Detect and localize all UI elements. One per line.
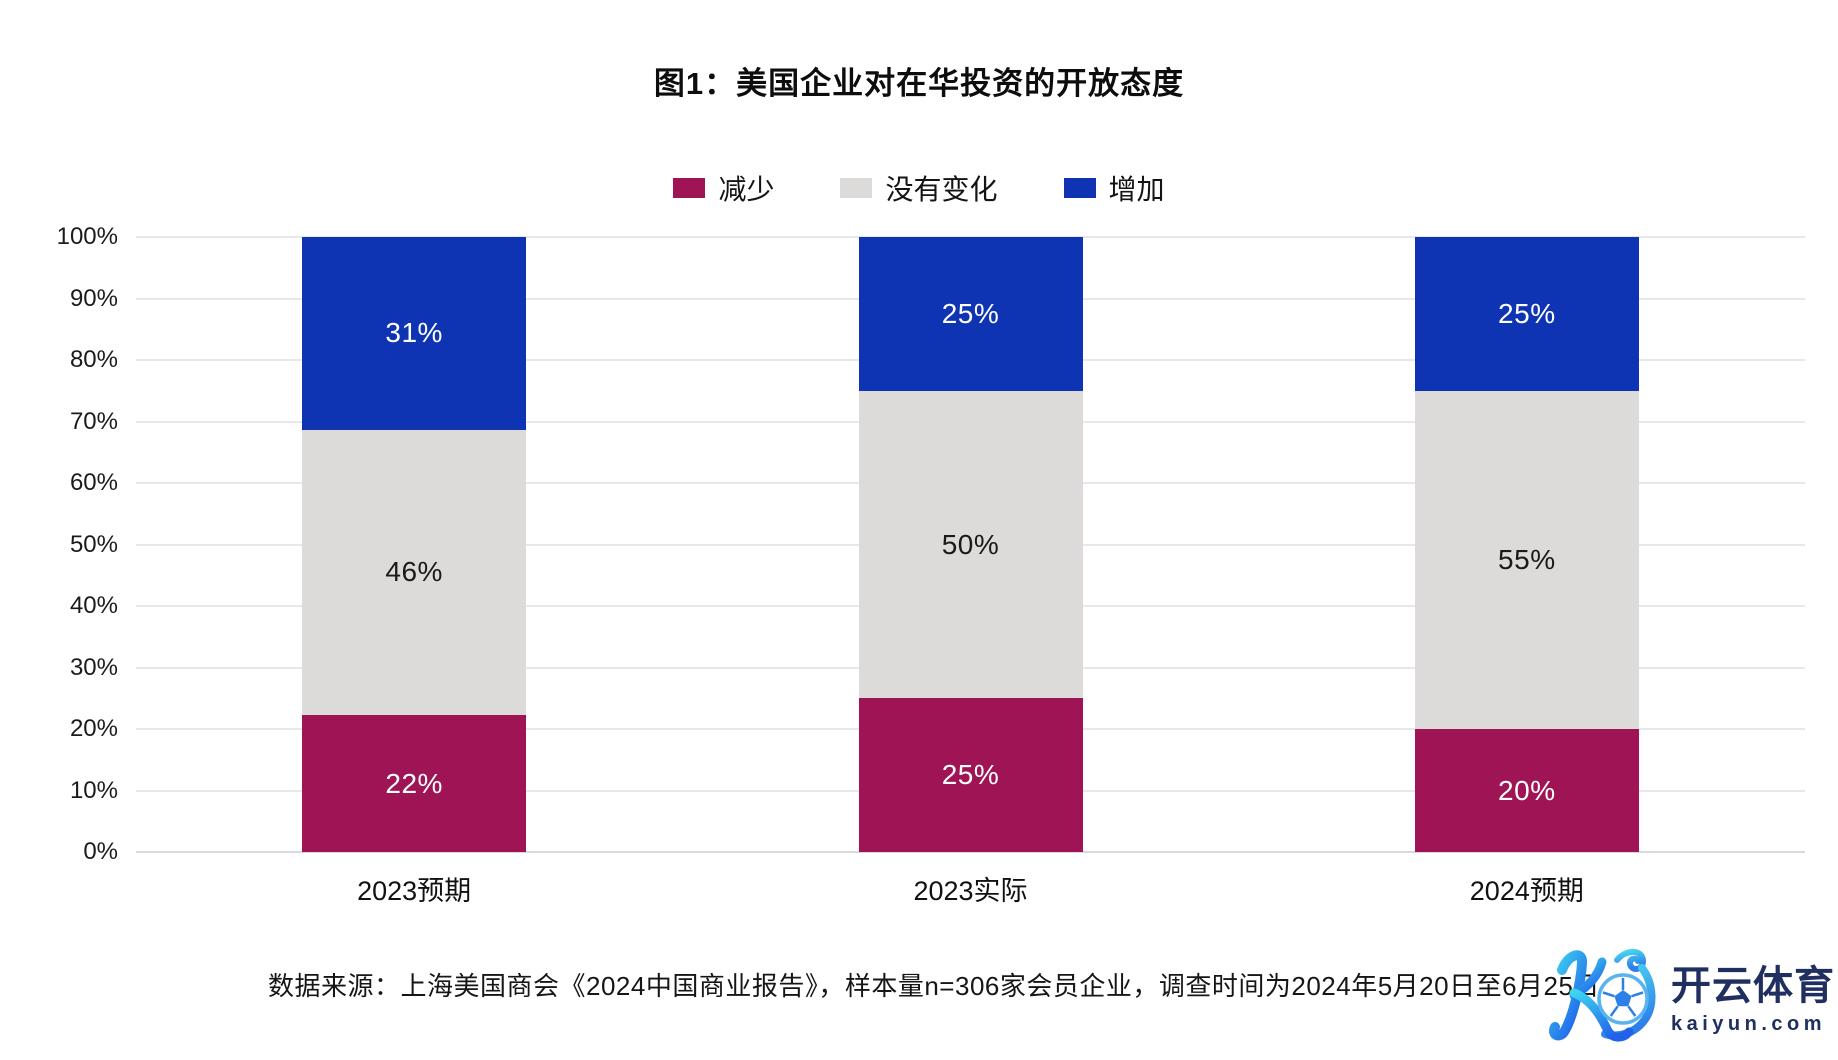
bar-0-segment-0: 22%: [302, 715, 527, 852]
y-tick-label: 70%: [69, 407, 118, 435]
legend-item-0: 减少: [673, 168, 774, 208]
legend-swatch: [1063, 178, 1096, 198]
category-label-1: 2023实际: [913, 876, 1028, 906]
gridline-0%: [136, 851, 1805, 853]
legend-item-label: 没有变化: [885, 174, 998, 205]
kaiyun-watermark-link[interactable]: 开云体育 kaiyun.com: [1547, 942, 1835, 1046]
y-tick-label: 10%: [69, 776, 118, 804]
kaiyun-k-soccer-logo-icon: [1549, 948, 1656, 1042]
y-tick-label: 40%: [69, 592, 118, 619]
bar-segment-label: 20%: [1498, 774, 1556, 806]
bar-2-segment-2: 25%: [1414, 237, 1639, 391]
bar-group-0: 22% 46% 31%: [302, 237, 527, 852]
bar-segment-label: 25%: [1498, 297, 1556, 329]
y-tick-label: 100%: [56, 223, 118, 250]
y-tick-label: 30%: [69, 653, 118, 681]
bar-2-segment-1: 55%: [1414, 390, 1639, 729]
y-tick-label: 0%: [83, 838, 118, 865]
category-label-2: 2024预期: [1469, 876, 1584, 906]
bar-group-2: 20% 55% 25%: [1414, 237, 1639, 852]
y-tick-label: 20%: [69, 715, 118, 742]
watermark-domain-text: kaiyun.com: [1671, 1013, 1827, 1035]
y-tick-label: 80%: [69, 346, 118, 373]
bar-1-segment-0: 25%: [858, 698, 1083, 852]
legend-swatch: [673, 178, 706, 198]
bar-group-1: 25% 50% 25%: [858, 237, 1083, 852]
y-tick-label: 50%: [69, 530, 118, 558]
y-tick-label: 90%: [69, 284, 118, 312]
bar-segment-label: 31%: [385, 317, 443, 349]
bar-segment-label: 25%: [941, 297, 1000, 329]
watermark-text: 开云体育 kaiyun.com: [1671, 966, 1835, 1036]
legend-item-1: 没有变化: [840, 168, 998, 208]
footer-source-text: 数据来源：上海美国商会《2024中国商业报告》，样本量n=306家会员企业，调查…: [268, 971, 1627, 1001]
plot-area: 22% 46% 31% 25% 50% 25% 20% 55% 25%: [136, 236, 1805, 853]
bar-segment-label: 50%: [941, 528, 1000, 560]
bar-0-segment-1: 46%: [302, 429, 527, 716]
page-title: 图1：美国企业对在华投资的开放态度: [653, 66, 1185, 101]
bar-segment-label: 22%: [385, 767, 443, 799]
bar-1-segment-1: 50%: [858, 390, 1083, 699]
legend-item-2: 增加: [1063, 168, 1165, 208]
y-axis: 0% 10% 20% 30% 40% 50% 60% 70% 80% 90% 100%: [0, 223, 118, 865]
bar-0-segment-2: 31%: [302, 237, 527, 430]
bar-2-segment-0: 20%: [1414, 729, 1639, 852]
bar-segment-label: 55%: [1498, 543, 1556, 575]
legend-item-label: 增加: [1108, 174, 1165, 205]
legend-swatch: [840, 178, 873, 198]
watermark-brand-text: 开云体育: [1671, 964, 1835, 1008]
bar-1-segment-2: 25%: [858, 237, 1083, 391]
bar-segment-label: 25%: [941, 759, 1000, 791]
legend-item-label: 减少: [718, 174, 775, 205]
y-tick-label: 60%: [69, 469, 118, 496]
bar-segment-label: 46%: [385, 556, 443, 588]
category-label-0: 2023预期: [357, 876, 472, 906]
chart-legend: 减少 没有变化 增加: [0, 168, 1838, 208]
